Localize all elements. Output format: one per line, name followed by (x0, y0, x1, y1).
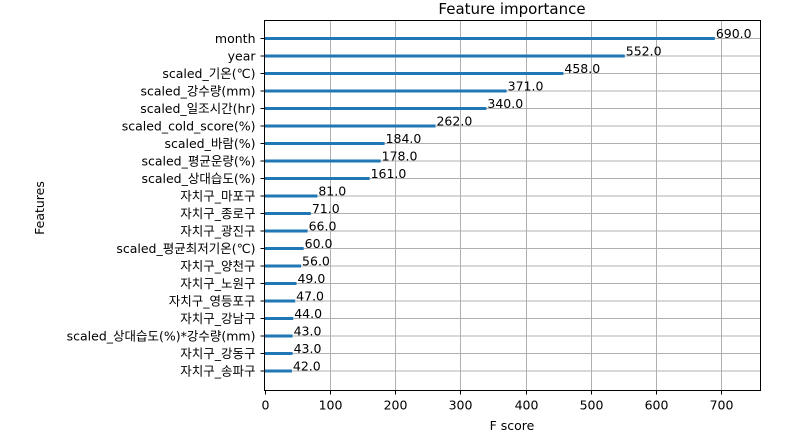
bar-value-label: 340.0 (487, 96, 523, 111)
bar-value-label: 184.0 (386, 131, 422, 146)
bar (264, 369, 292, 373)
bar (264, 54, 625, 58)
bar-value-label: 262.0 (436, 114, 472, 129)
bar-value-label: 42.0 (293, 359, 321, 374)
bar-value-label: 44.0 (294, 306, 322, 321)
bar-value-label: 60.0 (305, 236, 333, 251)
y-tick-label: scaled_일조시간(hr) (140, 101, 255, 116)
x-tick-label: 500 (580, 398, 604, 413)
bar (264, 142, 385, 145)
bar-value-label: 47.0 (296, 289, 324, 304)
bar-value-label: 161.0 (371, 166, 407, 181)
y-tick-label: 자치구_광진구 (180, 224, 255, 239)
bar (264, 352, 293, 355)
bar-value-label: 690.0 (716, 26, 752, 41)
bar-value-label: 43.0 (294, 341, 322, 356)
bar (264, 194, 318, 198)
x-axis-label: F score (490, 418, 535, 433)
bar (264, 317, 294, 320)
y-tick-label: scaled_강수량(mm) (141, 84, 256, 99)
bar-value-label: 56.0 (302, 254, 330, 269)
y-tick-label: 자치구_강남구 (180, 311, 255, 326)
x-tick-label: 0 (262, 398, 270, 413)
x-tick-label: 700 (710, 398, 734, 413)
bar (264, 72, 564, 75)
bar-value-label: 49.0 (297, 271, 325, 286)
bar (264, 282, 297, 285)
y-tick-label: 자치구_송파구 (180, 364, 255, 379)
bar-value-label: 66.0 (309, 219, 337, 234)
bar (264, 107, 487, 110)
y-tick-label: year (228, 49, 257, 64)
x-tick-label: 300 (449, 398, 473, 413)
y-tick-label: scaled_상대습도(%) (141, 171, 255, 186)
x-tick-label: 200 (384, 398, 408, 413)
bar (264, 159, 381, 163)
bar (264, 334, 293, 338)
y-tick-label: 자치구_강동구 (180, 346, 255, 361)
bar-layer: 690.0 552.0 458.0 371.0 340.0 262.0 184.0 178.0… (264, 26, 752, 374)
y-axis-label: Features (32, 181, 47, 235)
bar (264, 299, 296, 303)
y-tick-label: 자치구_양천구 (180, 259, 255, 274)
y-tick-label: scaled_cold_score(%) (122, 119, 256, 134)
bar-value-label: 81.0 (318, 184, 346, 199)
bar-value-label: 458.0 (564, 61, 600, 76)
y-tick-label: 자치구_영등포구 (169, 294, 256, 309)
tick-layer: 0 100 200 300 400 500 600 700 month year scaled_기온… (67, 31, 734, 413)
y-tick-label: scaled_바람(%) (164, 136, 255, 151)
x-tick-label: 600 (645, 398, 669, 413)
bar (264, 212, 311, 215)
x-tick-label: 100 (319, 398, 343, 413)
y-tick-label: scaled_기온(℃) (162, 66, 255, 81)
bar (264, 177, 370, 180)
bar-value-label: 71.0 (312, 201, 340, 216)
y-tick-label: scaled_평균운량(%) (141, 154, 255, 169)
plot-frame (264, 20, 761, 391)
bar (264, 124, 436, 128)
x-tick-label: 400 (515, 398, 539, 413)
bar (264, 89, 507, 93)
bar-value-label: 178.0 (382, 149, 418, 164)
bar (264, 247, 304, 250)
bar (264, 229, 308, 233)
y-tick-label: 자치구_마포구 (180, 189, 255, 204)
bar-value-label: 43.0 (294, 324, 322, 339)
y-tick-label: 자치구_노원구 (180, 276, 255, 291)
bar (264, 37, 715, 40)
bar (264, 264, 302, 268)
bar-value-label: 371.0 (508, 79, 544, 94)
y-tick-label: 자치구_종로구 (180, 206, 255, 221)
y-tick-label: scaled_상대습도(%)*강수량(mm) (67, 329, 256, 344)
chart-title: Feature importance (438, 0, 585, 18)
y-tick-label: month (215, 31, 256, 46)
bar-value-label: 552.0 (626, 44, 662, 59)
y-tick-label: scaled_평균최저기온(℃) (116, 241, 255, 256)
